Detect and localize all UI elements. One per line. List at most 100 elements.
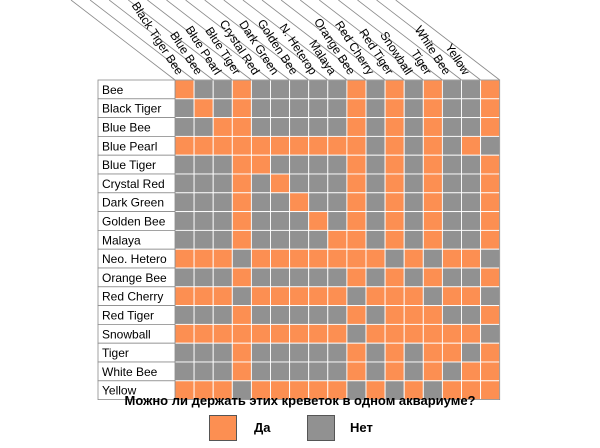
grid-cell (250, 192, 271, 213)
grid-cell (289, 173, 310, 194)
grid-cell (365, 323, 386, 344)
grid-cell (384, 361, 405, 382)
grid-cell (480, 98, 501, 119)
grid-cell (403, 117, 424, 137)
grid-cell (384, 135, 405, 156)
grid-cell (365, 305, 386, 325)
grid-cell (365, 361, 386, 382)
row-label: Red Tiger (102, 309, 154, 323)
grid-cell (422, 98, 443, 119)
grid-cell (193, 211, 214, 231)
header-divider (89, 0, 195, 81)
grid-cell (327, 135, 348, 156)
grid-cell (212, 135, 233, 156)
grid-cell (250, 98, 271, 119)
grid-cell (231, 192, 252, 213)
grid-cell (461, 342, 482, 363)
grid-cell (270, 173, 291, 194)
grid-cell (270, 154, 291, 175)
grid-cell (193, 305, 214, 325)
grid-cell (403, 173, 424, 194)
grid-cell (480, 323, 501, 344)
grid-cell (441, 342, 462, 363)
grid-cell (403, 135, 424, 156)
grid-cell (480, 135, 501, 156)
row-label: Dark Green (102, 196, 164, 210)
grid-cell (231, 173, 252, 194)
grid-cell (346, 248, 367, 269)
grid-cell (403, 98, 424, 119)
grid-cell (461, 361, 482, 382)
grid-cell (289, 229, 310, 250)
grid-cell (174, 98, 195, 119)
grid-cell (250, 323, 271, 344)
grid-cell (193, 323, 214, 344)
grid-cell (308, 98, 329, 119)
grid-cell (174, 211, 195, 231)
grid-cell (212, 323, 233, 344)
grid-cell (384, 305, 405, 325)
header-divider (185, 0, 290, 81)
grid-cell (480, 154, 501, 175)
grid-cell (365, 135, 386, 156)
grid-cell (174, 267, 195, 288)
grid-cell (403, 229, 424, 250)
grid-cell (403, 305, 424, 325)
grid-cell (384, 323, 405, 344)
header-divider (319, 0, 424, 81)
grid-cell (174, 286, 195, 307)
grid-cell (384, 211, 405, 231)
legend-label-yes: Да (254, 420, 271, 435)
grid-cell (422, 173, 443, 194)
grid-cell (461, 305, 482, 325)
header-divider (242, 0, 348, 81)
grid-cell (480, 248, 501, 269)
grid-cell (212, 154, 233, 175)
grid-cell (308, 361, 329, 382)
grid-cell (384, 248, 405, 269)
grid-cell (270, 248, 291, 269)
grid-cell (308, 211, 329, 231)
grid-cell (250, 229, 271, 250)
grid-cell (289, 211, 310, 231)
grid-cell (480, 361, 501, 382)
grid-cell (384, 267, 405, 288)
grid-cell (346, 192, 367, 213)
grid-cell (461, 98, 482, 119)
grid-cell (212, 173, 233, 194)
grid-cell (193, 79, 214, 100)
grid-cell (270, 117, 291, 137)
grid-cell (422, 361, 443, 382)
grid-cell (441, 192, 462, 213)
grid-cell (250, 361, 271, 382)
row-label-cell (97, 380, 176, 400)
grid-cell (346, 305, 367, 325)
grid-cell (193, 229, 214, 250)
grid-cell (461, 154, 482, 175)
grid-cell (174, 361, 195, 382)
grid-cell (480, 267, 501, 288)
grid-cell (327, 323, 348, 344)
grid-cell (174, 248, 195, 269)
grid-cell (365, 98, 386, 119)
grid-cell (212, 117, 233, 137)
grid-cell (461, 267, 482, 288)
grid-cell (327, 117, 348, 137)
grid-cell (289, 361, 310, 382)
grid-cell (212, 248, 233, 269)
grid-cell (308, 267, 329, 288)
grid-cell (289, 117, 310, 137)
grid-cell (270, 286, 291, 307)
grid-cell (327, 154, 348, 175)
grid-cell (365, 286, 386, 307)
grid-cell (365, 79, 386, 100)
grid-cell (212, 211, 233, 231)
grid-cell (308, 342, 329, 363)
header-divider (338, 0, 443, 81)
grid-cell (365, 342, 386, 363)
grid-cell (480, 342, 501, 363)
row-label: Red Cherry (102, 290, 163, 304)
grid-cell (441, 248, 462, 269)
grid-cell (289, 98, 310, 119)
grid-cell (441, 229, 462, 250)
